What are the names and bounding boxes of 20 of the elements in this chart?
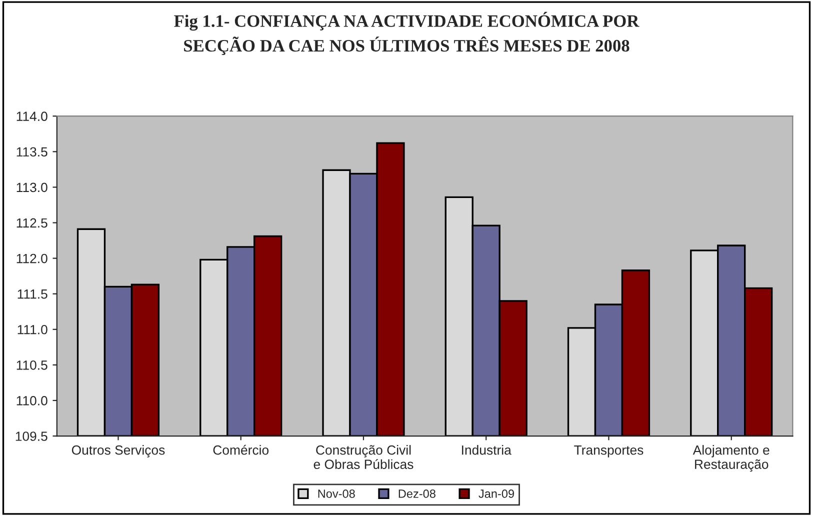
legend-label: Nov-08: [318, 490, 355, 498]
y-tick-label: 109.5: [16, 432, 48, 441]
x-tick-label: Transportes: [574, 446, 644, 458]
y-tick-label: 114.0: [16, 112, 48, 122]
y-tick-label: 111.5: [18, 290, 48, 299]
x-tick-label: Industria: [462, 445, 512, 455]
y-tick-label: 112.5: [16, 218, 48, 228]
x-tick-label: Outros Serviços: [72, 445, 165, 458]
x-tick-label: Alojamento e Restauração: [692, 445, 770, 472]
y-tick-label: 110.0: [16, 396, 48, 406]
x-tick-label: Comércio: [213, 444, 269, 455]
y-tick-label: 113.0: [16, 182, 48, 192]
legend-label: Jan-09: [478, 490, 514, 498]
chart-title: Fig 1.1- CONFIANÇA NA ACTIVIDADE ECONÓMICA POR SECÇÃO DA CAE NOS ÚLTIMOS TRÊS MESES DE 2008: [174, 12, 640, 56]
y-tick-label: 112.0: [16, 254, 48, 264]
y-tick-label: 113.5: [16, 147, 48, 157]
y-tick-label: 110.5: [16, 360, 48, 370]
legend-label: Dez-08: [398, 490, 436, 498]
x-tick-label: Construção Civil e Obras Públicas: [314, 445, 414, 470]
y-tick-label: 111.0: [18, 324, 48, 334]
